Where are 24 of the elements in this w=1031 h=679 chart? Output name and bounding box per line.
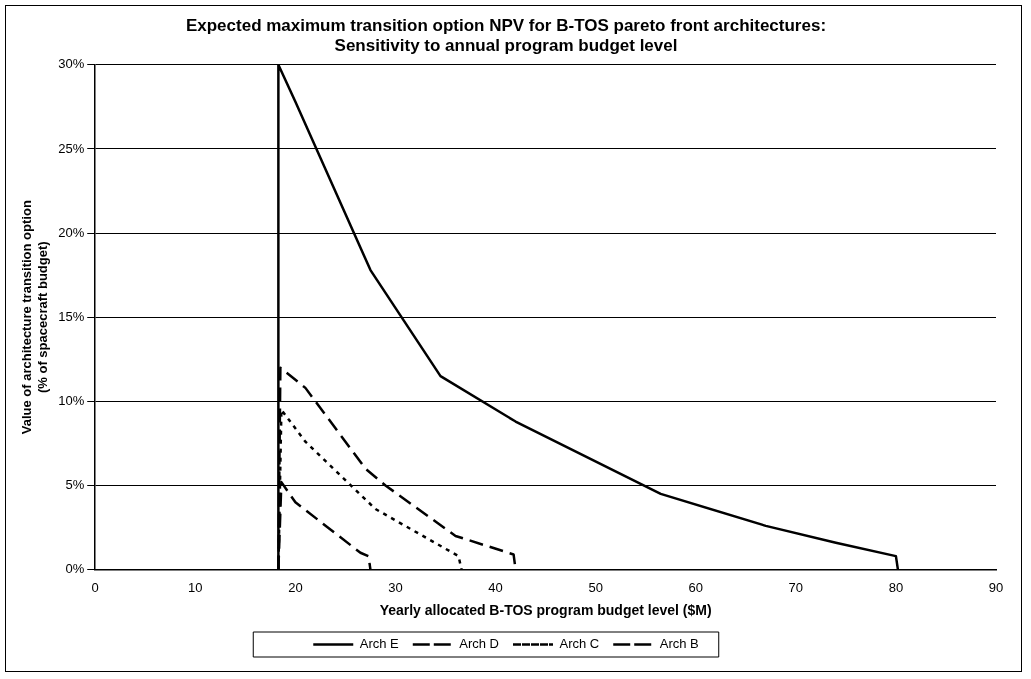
y-tick-label: 10%: [58, 392, 85, 408]
x-tick-label: 20: [288, 579, 303, 595]
x-tick-label: 90: [988, 579, 1004, 595]
legend-label: Arch B: [659, 636, 699, 652]
chart-title: Expected maximum transition option NPV for B-TOS pareto front architectures: Sensitivity to annual program budget level: [185, 15, 827, 56]
x-axis-title: Yearly allocated B-TOS program budget level ($M): [379, 602, 712, 619]
x-tick-label: 30: [388, 579, 403, 595]
y-axis-title: Value of architecture transition option (% of spacecraft budget): [19, 200, 50, 435]
x-tick-label: 60: [688, 579, 703, 595]
x-tick-label: 0: [91, 579, 99, 595]
y-tick-label: 30%: [58, 56, 85, 72]
x-tick-label: 50: [588, 579, 603, 595]
y-tick-label: 20%: [58, 224, 85, 240]
y-tick-label: 0%: [65, 561, 85, 577]
y-tick-label: 5%: [65, 477, 85, 493]
x-tick-label: 10: [188, 579, 203, 595]
x-tick-label: 80: [888, 579, 904, 595]
x-tick-label: 40: [488, 579, 503, 595]
y-tick-label: 15%: [58, 308, 85, 324]
x-tick-label: 70: [788, 579, 804, 595]
legend-label: Arch D: [459, 636, 499, 652]
legend-label: Arch C: [559, 636, 600, 652]
y-tick-label: 25%: [58, 140, 85, 156]
legend-label: Arch E: [359, 636, 400, 652]
